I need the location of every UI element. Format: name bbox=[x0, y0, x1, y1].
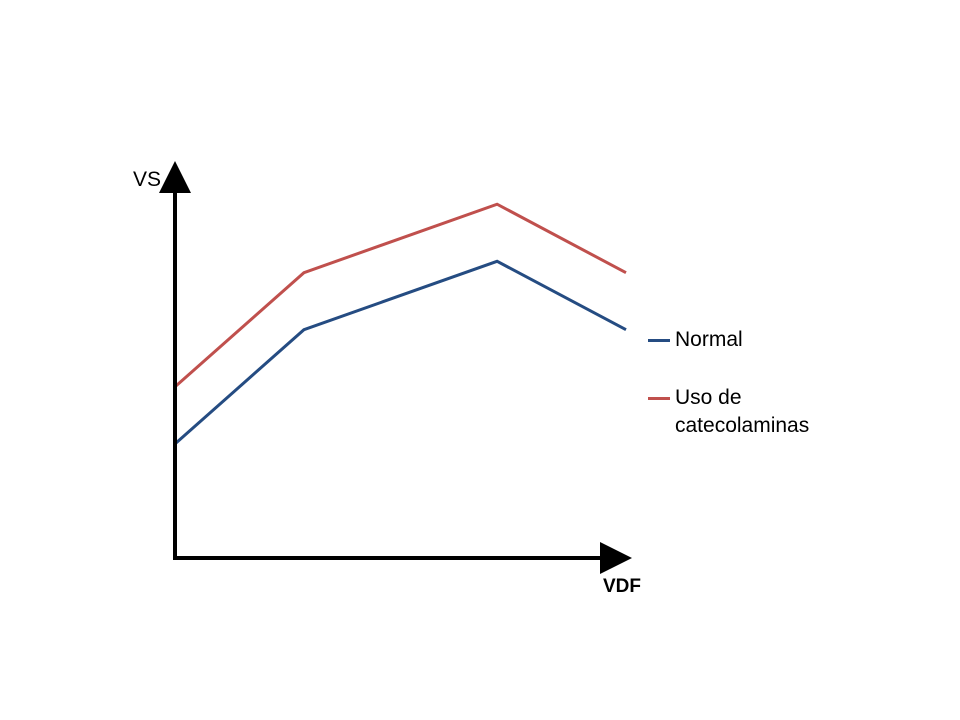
legend-item-catecholamines: Uso de catecolaminas bbox=[648, 384, 835, 440]
series-line-catecholamines bbox=[174, 202, 627, 388]
legend-swatch-normal bbox=[648, 339, 670, 342]
series-layer bbox=[174, 202, 627, 446]
legend-label-catecholamines: Uso de catecolaminas bbox=[675, 386, 810, 437]
legend: Normal Uso de catecolaminas bbox=[648, 326, 835, 470]
x-axis-label: VDF bbox=[603, 576, 641, 597]
legend-label-normal: Normal bbox=[675, 328, 743, 351]
legend-swatch-catecholamines bbox=[648, 397, 670, 400]
series-line-normal bbox=[174, 259, 627, 446]
y-axis-label: VS bbox=[133, 168, 162, 191]
legend-item-normal: Normal bbox=[648, 326, 835, 354]
